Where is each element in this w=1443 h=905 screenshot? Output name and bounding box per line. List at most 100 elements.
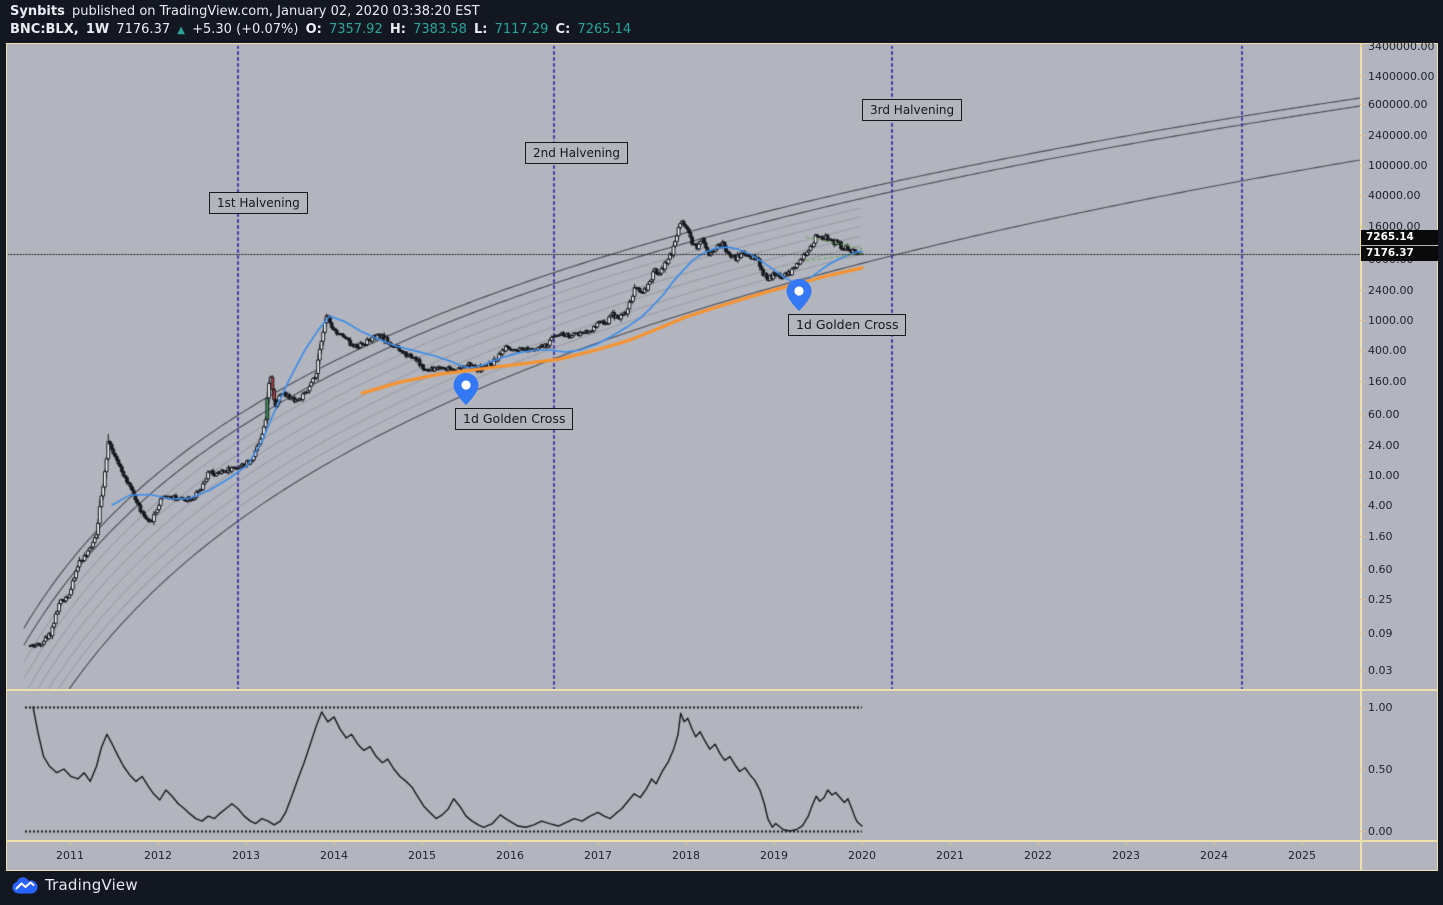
time-axis-separator bbox=[6, 840, 1438, 842]
current-price-badge: 7176.37 bbox=[1361, 246, 1438, 261]
low-label: L: bbox=[474, 22, 488, 37]
price-axis-label: 1000.00 bbox=[1368, 314, 1414, 327]
time-axis-tick bbox=[422, 842, 423, 846]
price-axis-tick bbox=[1360, 195, 1365, 196]
indicator-axis-tick bbox=[1360, 769, 1365, 770]
time-axis-year-label: 2014 bbox=[320, 849, 348, 862]
halvening-label[interactable]: 1st Halvening bbox=[209, 192, 308, 214]
time-axis-tick bbox=[1302, 842, 1303, 846]
time-axis-tick bbox=[1126, 842, 1127, 846]
tradingview-logo-text: TradingView bbox=[45, 876, 138, 894]
tradingview-logo[interactable]: TradingView bbox=[12, 876, 138, 894]
published-text: published on TradingView.com, January 02… bbox=[71, 4, 480, 19]
time-axis-tick bbox=[1038, 842, 1039, 846]
time-axis-year-label: 2023 bbox=[1112, 849, 1140, 862]
time-axis-tick bbox=[158, 842, 159, 846]
indicator-axis-label: 1.00 bbox=[1368, 701, 1393, 714]
price-axis-tick bbox=[1360, 670, 1365, 671]
price-axis-tick bbox=[1360, 76, 1365, 77]
time-axis-tick bbox=[686, 842, 687, 846]
price-axis-tick bbox=[1360, 633, 1365, 634]
publish-line: Synbits published on TradingView.com, Ja… bbox=[10, 3, 634, 21]
symbol-line: BNC:BLX, 1W 7176.37 ▲ +5.30 (+0.07%) O: … bbox=[10, 21, 634, 40]
price-axis-label: 3400000.00 bbox=[1368, 40, 1435, 53]
time-axis-tick bbox=[1214, 842, 1215, 846]
price-axis-tick bbox=[1360, 505, 1365, 506]
last-price-value: 7176.37 bbox=[116, 22, 171, 37]
time-axis-year-label: 2011 bbox=[56, 849, 84, 862]
time-axis-year-label: 2016 bbox=[496, 849, 524, 862]
price-axis-label: 0.25 bbox=[1368, 593, 1393, 606]
time-axis-tick bbox=[70, 842, 71, 846]
price-axis-label: 2400.00 bbox=[1368, 284, 1414, 297]
time-axis-year-label: 2019 bbox=[760, 849, 788, 862]
time-axis-year-label: 2015 bbox=[408, 849, 436, 862]
golden-cross-label[interactable]: 1d Golden Cross bbox=[788, 314, 907, 336]
price-axis-tick bbox=[1360, 599, 1365, 600]
price-axis-label: 0.03 bbox=[1368, 664, 1393, 677]
time-axis-tick bbox=[862, 842, 863, 846]
snapshot-header: Synbits published on TradingView.com, Ja… bbox=[10, 3, 634, 40]
author-name: Synbits bbox=[10, 4, 65, 19]
price-axis-label: 600000.00 bbox=[1368, 98, 1428, 111]
close-label: C: bbox=[555, 22, 571, 37]
price-axis-label: 10.00 bbox=[1368, 469, 1400, 482]
map-pin-icon[interactable] bbox=[451, 372, 481, 406]
price-axis-tick bbox=[1360, 536, 1365, 537]
price-axis-tick bbox=[1360, 381, 1365, 382]
high-value: 7383.58 bbox=[413, 22, 467, 37]
price-axis-tick bbox=[1360, 165, 1365, 166]
pane-separator[interactable] bbox=[6, 689, 1438, 691]
time-axis-year-label: 2020 bbox=[848, 849, 876, 862]
price-axis-label: 400.00 bbox=[1368, 344, 1407, 357]
price-axis-tick bbox=[1360, 569, 1365, 570]
time-axis-year-label: 2017 bbox=[584, 849, 612, 862]
halvening-label[interactable]: 2nd Halvening bbox=[525, 142, 629, 164]
price-axis-tick bbox=[1360, 414, 1365, 415]
price-axis-label: 100000.00 bbox=[1368, 159, 1428, 172]
price-axis-label: 24.00 bbox=[1368, 439, 1400, 452]
time-axis-tick bbox=[246, 842, 247, 846]
price-axis-label: 240000.00 bbox=[1368, 129, 1428, 142]
time-axis-tick bbox=[510, 842, 511, 846]
price-change: +5.30 (+0.07%) bbox=[192, 22, 299, 37]
timeframe-label: 1W bbox=[85, 22, 110, 37]
symbol-title: BNC:BLX, bbox=[10, 22, 79, 37]
price-axis-tick bbox=[1360, 320, 1365, 321]
map-pin-icon[interactable] bbox=[784, 278, 814, 312]
price-axis-label: 160.00 bbox=[1368, 375, 1407, 388]
price-axis-tick bbox=[1360, 445, 1365, 446]
price-axis-tick bbox=[1360, 104, 1365, 105]
price-axis-tick bbox=[1360, 290, 1365, 291]
time-axis-tick bbox=[334, 842, 335, 846]
price-axis-tick bbox=[1360, 475, 1365, 476]
indicator-axis-tick bbox=[1360, 831, 1365, 832]
last-close-badge: 7265.14 bbox=[1361, 230, 1438, 245]
price-axis-label: 4.00 bbox=[1368, 499, 1393, 512]
up-arrow-icon: ▲ bbox=[177, 25, 185, 36]
price-axis-label: 0.09 bbox=[1368, 627, 1393, 640]
time-axis-year-label: 2018 bbox=[672, 849, 700, 862]
price-axis-label: 1.60 bbox=[1368, 530, 1393, 543]
time-axis-year-label: 2021 bbox=[936, 849, 964, 862]
tradingview-cloud-icon bbox=[12, 876, 38, 893]
close-value: 7265.14 bbox=[577, 22, 632, 37]
indicator-axis-tick bbox=[1360, 707, 1365, 708]
time-axis-tick bbox=[774, 842, 775, 846]
price-axis-label: 0.60 bbox=[1368, 563, 1393, 576]
open-value: 7357.92 bbox=[328, 22, 383, 37]
time-axis-year-label: 2022 bbox=[1024, 849, 1052, 862]
golden-cross-label[interactable]: 1d Golden Cross bbox=[455, 408, 574, 430]
time-axis-year-label: 2025 bbox=[1288, 849, 1316, 862]
time-axis-year-label: 2013 bbox=[232, 849, 260, 862]
price-axis-label: 40000.00 bbox=[1368, 189, 1421, 202]
price-axis-label: 16000.00 bbox=[1368, 220, 1421, 233]
price-axis-label: 60.00 bbox=[1368, 408, 1400, 421]
time-axis-year-label: 2024 bbox=[1200, 849, 1228, 862]
price-axis-tick bbox=[1360, 46, 1365, 47]
price-axis-separator[interactable] bbox=[1360, 43, 1362, 871]
indicator-axis-label: 0.00 bbox=[1368, 825, 1393, 838]
halvening-label[interactable]: 3rd Halvening bbox=[862, 99, 963, 121]
